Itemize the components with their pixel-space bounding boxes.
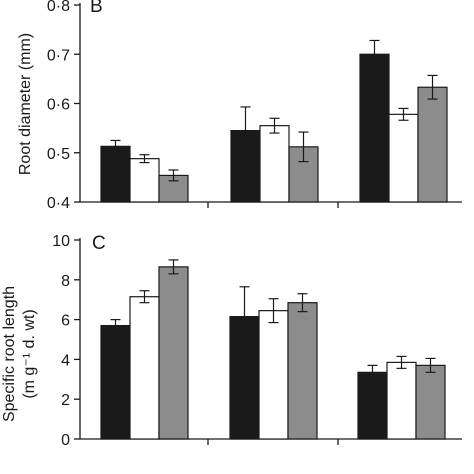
bar xyxy=(417,86,448,203)
bar xyxy=(359,53,390,203)
bar xyxy=(100,145,131,203)
panel-c-ytick-label: 0 xyxy=(61,432,70,449)
panel-b-ytick-label: 0·5 xyxy=(47,146,70,163)
panel-c-ylabel-units: (m g⁻¹ d. wt) xyxy=(21,309,38,398)
panel-b-ytick-label: 0·6 xyxy=(47,97,70,114)
bar xyxy=(287,302,318,440)
panel-b-ytick-label: 0·8 xyxy=(47,0,70,15)
panel-b-ytick-label: 0·4 xyxy=(47,195,70,212)
panel-b-label: B xyxy=(90,0,103,17)
panel-c-ytick-label: 2 xyxy=(61,392,70,409)
panel-c-ytick-label: 8 xyxy=(61,273,70,290)
panel-c-ytick-label: 10 xyxy=(52,233,70,250)
bar xyxy=(415,364,446,440)
bar xyxy=(386,361,417,440)
panel-b-ytick-label: 0·7 xyxy=(47,47,70,64)
bar xyxy=(357,371,388,440)
panel-c-specific-root-length: C Specific root length (m g⁻¹ d. wt) 0 2 4… xyxy=(1,233,462,449)
bar xyxy=(258,310,289,440)
bar xyxy=(229,316,260,440)
bar xyxy=(129,158,160,203)
bar xyxy=(100,324,131,440)
bar xyxy=(388,113,419,203)
bar xyxy=(129,296,160,440)
panel-c-ytick-label: 4 xyxy=(61,352,70,369)
panel-c-ylabel: Specific root length xyxy=(1,286,18,422)
panel-b-root-diameter: B Root diameter (mm) 0·4 0·5 0·6 0·7 0·8 xyxy=(17,0,462,212)
panel-c-ytick-label: 6 xyxy=(61,313,70,330)
bar xyxy=(259,125,290,203)
panel-b-ylabel: Root diameter (mm) xyxy=(17,33,34,175)
panel-c-label: C xyxy=(92,233,106,254)
bar xyxy=(158,266,189,440)
bar xyxy=(230,129,261,203)
